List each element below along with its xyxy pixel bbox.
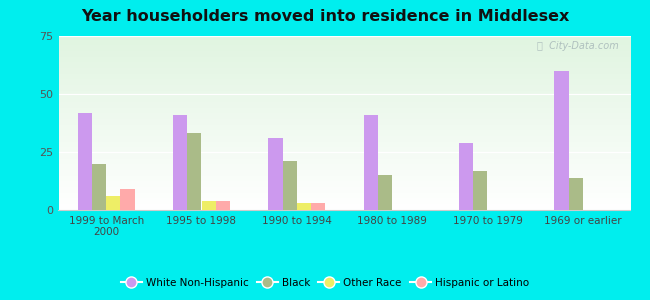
Bar (569, 178, 583, 210)
Bar (473, 171, 488, 210)
Bar (92, 164, 106, 210)
Bar (173, 115, 187, 210)
Bar (297, 203, 311, 210)
Bar (363, 115, 378, 210)
Text: ⓘ  City-Data.com: ⓘ City-Data.com (538, 41, 619, 51)
Bar (283, 161, 297, 210)
Bar (187, 134, 202, 210)
Bar (378, 175, 392, 210)
Bar (106, 196, 120, 210)
Bar (216, 201, 230, 210)
Bar (77, 112, 92, 210)
Bar (120, 189, 135, 210)
Bar (311, 203, 326, 210)
Text: Year householders moved into residence in Middlesex: Year householders moved into residence i… (81, 9, 569, 24)
Bar (459, 143, 473, 210)
Legend: White Non-Hispanic, Black, Other Race, Hispanic or Latino: White Non-Hispanic, Black, Other Race, H… (116, 274, 534, 292)
Bar (268, 138, 283, 210)
Bar (202, 201, 216, 210)
Bar (554, 71, 569, 210)
